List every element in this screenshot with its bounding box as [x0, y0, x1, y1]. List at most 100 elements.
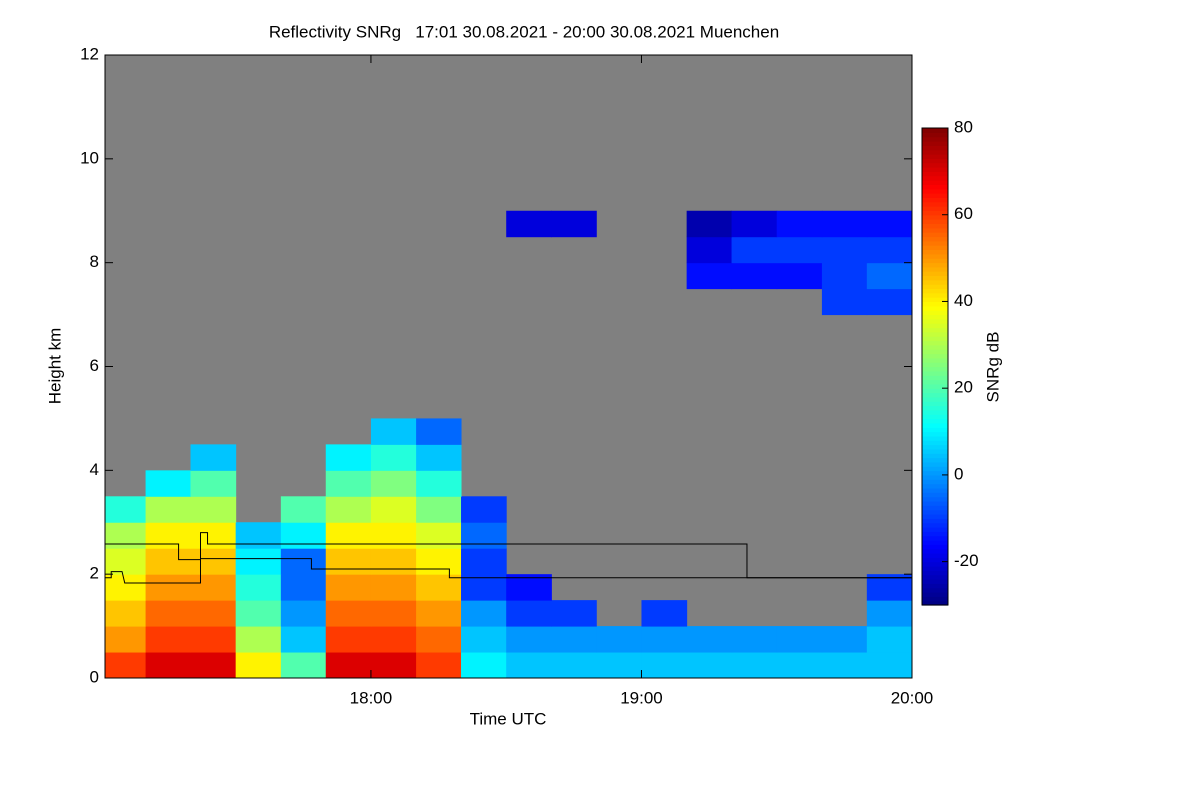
heatmap-cell: [105, 652, 147, 678]
colorbar-swatch: [922, 132, 948, 138]
heatmap-cell: [461, 548, 507, 575]
heatmap-cell: [325, 574, 372, 601]
colorbar-swatch: [922, 288, 948, 294]
colorbar-swatch: [922, 370, 948, 376]
heatmap-cell: [416, 652, 462, 678]
heatmap-cell: [506, 574, 552, 601]
heatmap-cell: [416, 600, 462, 627]
heatmap-cell: [776, 210, 823, 238]
heatmap-cell: [731, 236, 778, 264]
colorbar-swatch: [922, 453, 948, 459]
heatmap-cell: [866, 236, 912, 264]
heatmap-cell: [145, 470, 191, 497]
colorbar-swatch: [922, 448, 948, 454]
colorbar-swatch: [922, 492, 948, 498]
colorbar-swatch: [922, 323, 948, 329]
colorbar-swatch: [922, 362, 948, 368]
colorbar-swatch: [922, 427, 948, 433]
colorbar-swatch: [922, 396, 948, 402]
colorbar-swatch: [922, 518, 948, 524]
colorbar-swatch: [922, 188, 948, 194]
heatmap-cell: [370, 626, 417, 653]
heatmap-cell: [731, 652, 778, 678]
heatmap-cell: [551, 210, 597, 238]
colorbar-swatch: [922, 487, 948, 493]
colorbar-swatch: [922, 596, 948, 602]
colorbar-swatch: [922, 340, 948, 346]
heatmap-cell: [145, 626, 191, 653]
heatmap-cell: [506, 600, 552, 627]
colorbar-swatch: [922, 305, 948, 311]
colorbar-swatch: [922, 401, 948, 407]
colorbar-swatch: [922, 128, 948, 133]
colorbar-swatch: [922, 409, 948, 415]
colorbar-swatch: [922, 349, 948, 355]
colorbar-swatch: [922, 301, 948, 307]
heatmap-cell: [821, 626, 868, 653]
heatmap-cell: [551, 626, 597, 653]
colorbar-swatch: [922, 440, 948, 446]
heatmap-cell: [821, 652, 868, 678]
heatmap-cell: [325, 496, 372, 523]
colorbar-swatch: [922, 526, 948, 532]
colorbar-swatch: [922, 162, 948, 168]
y-tick-label: 4: [90, 460, 99, 479]
heatmap-cell: [866, 600, 912, 627]
colorbar-swatch: [922, 314, 948, 320]
heatmap-cell: [731, 262, 778, 290]
colorbar-swatch: [922, 570, 948, 576]
heatmap-cell: [325, 652, 372, 678]
heatmap-cell: [190, 522, 237, 549]
colorbar-swatch: [922, 500, 948, 506]
colorbar-swatch: [922, 383, 948, 389]
heatmap-cell: [686, 236, 733, 264]
colorbar-swatch: [922, 461, 948, 467]
y-tick-label: 0: [90, 667, 99, 686]
colorbar-tick-label: 60: [954, 204, 973, 223]
heatmap-cell: [370, 548, 417, 575]
colorbar-swatch: [922, 353, 948, 359]
heatmap-cell: [190, 548, 237, 575]
colorbar-swatch: [922, 591, 948, 597]
heatmap-cell: [370, 496, 417, 523]
colorbar-swatch: [922, 184, 948, 190]
heatmap-cell: [686, 210, 733, 238]
y-tick-label: 6: [90, 356, 99, 375]
colorbar-swatch: [922, 245, 948, 251]
heatmap-cell: [105, 574, 147, 601]
heatmap-cell: [821, 210, 868, 238]
heatmap-cell: [866, 262, 912, 290]
heatmap-cell: [325, 444, 372, 471]
plot-area: [105, 55, 912, 678]
colorbar-swatch: [922, 565, 948, 571]
heatmap-cell: [686, 652, 733, 678]
colorbar-swatch: [922, 292, 948, 298]
heatmap-cell: [325, 600, 372, 627]
heatmap-cell: [145, 548, 191, 575]
heatmap-cell: [506, 652, 552, 678]
colorbar-swatch: [922, 154, 948, 159]
colorbar-swatch: [922, 561, 948, 567]
heatmap-cell: [461, 574, 507, 601]
colorbar-swatch: [922, 600, 948, 606]
colorbar-swatch: [922, 149, 948, 155]
heatmap-cell: [145, 574, 191, 601]
heatmap-cell: [686, 626, 733, 653]
colorbar-swatch: [922, 479, 948, 485]
colorbar-swatch: [922, 513, 948, 519]
colorbar-swatch: [922, 344, 948, 350]
heatmap-cell: [190, 574, 237, 601]
colorbar-tick-label: 0: [954, 464, 963, 483]
heatmap-cell: [280, 496, 327, 523]
y-axis-label: Height km: [45, 328, 64, 405]
heatmap-cell: [190, 470, 237, 497]
colorbar-swatch: [922, 249, 948, 255]
colorbar-swatch: [922, 240, 948, 246]
heatmap-cell: [866, 288, 912, 316]
heatmap-cell: [370, 600, 417, 627]
colorbar-swatch: [922, 331, 948, 337]
heatmap-cell: [145, 496, 191, 523]
colorbar-swatch: [922, 136, 948, 142]
heatmap-cell: [190, 496, 237, 523]
